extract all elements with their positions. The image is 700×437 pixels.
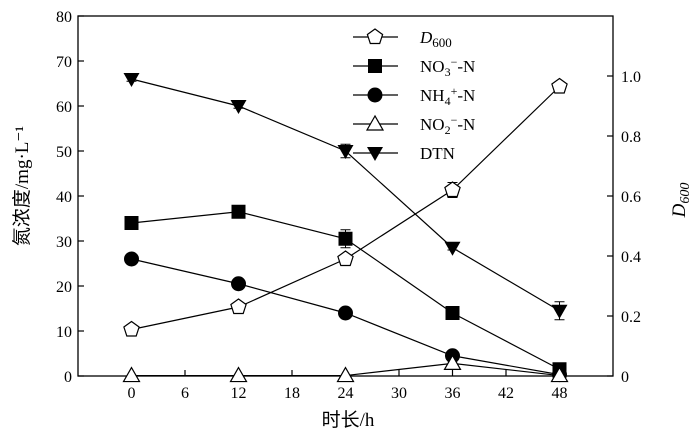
- data-point: [123, 320, 140, 337]
- y-right-tick-label: 0: [621, 369, 629, 386]
- series-4: [122, 354, 569, 383]
- y-left-tick-label: 0: [64, 369, 72, 386]
- plot-frame: [77, 15, 614, 377]
- x-tick-label: 30: [391, 385, 407, 402]
- data-point: [444, 241, 461, 256]
- data-point: [337, 145, 354, 159]
- series-1: [123, 77, 568, 337]
- data-point: [230, 298, 247, 315]
- x-tick-label: 0: [128, 385, 136, 402]
- x-tick-label: 24: [338, 385, 354, 402]
- series-5: [123, 73, 568, 321]
- y-right-axis-title-sub: 600: [678, 183, 693, 204]
- legend-marker: [367, 87, 383, 103]
- data-point: [551, 77, 568, 94]
- legend-marker: [366, 28, 384, 45]
- x-tick-label: 12: [231, 385, 247, 402]
- x-tick-label: 42: [498, 385, 514, 402]
- data-point: [338, 305, 353, 321]
- series-line: [131, 86, 560, 331]
- y-right-tick-label: 0.4: [621, 249, 641, 266]
- data-point: [231, 204, 246, 219]
- legend-marker: [367, 147, 383, 161]
- legend-label: D600: [419, 28, 452, 50]
- y-right-tick-label: 0.2: [621, 309, 641, 326]
- x-axis-title: 时长/h: [322, 409, 375, 431]
- x-tick-label: 36: [445, 385, 461, 402]
- series-2: [124, 204, 567, 377]
- y-right-tick-label: 0.6: [621, 189, 641, 206]
- legend-item: D600: [353, 28, 452, 50]
- axes: 0 6 12 18 24 30 36 42 48 0 10 20 30 40 50 60 70 80 0 0.2 0.4…: [56, 9, 641, 402]
- legend-marker: [368, 59, 382, 73]
- x-tick-label: 18: [284, 385, 300, 402]
- legend-item: NH4+-N: [353, 84, 475, 108]
- x-tick-label: 6: [181, 385, 189, 402]
- data-point: [444, 181, 461, 198]
- y-right-axis-title-d: D: [669, 203, 690, 218]
- y-left-tick-label: 20: [56, 279, 72, 296]
- y-left-axis-title: 氮浓度/mg·L⁻¹: [11, 126, 33, 247]
- y-left-tick-label: 50: [56, 144, 72, 161]
- data-point: [337, 250, 354, 267]
- legend-label: NO2−-N: [420, 113, 475, 137]
- y-right-axis-title: D600: [669, 183, 693, 219]
- legend-item: NO2−-N: [353, 113, 475, 137]
- y-left-tick-label: 30: [56, 234, 72, 251]
- data-point: [123, 73, 140, 87]
- data-point: [443, 354, 462, 370]
- data-point: [124, 251, 139, 267]
- y-left-tick-label: 60: [56, 99, 72, 116]
- legend-label: NO3−-N: [420, 55, 475, 79]
- data-point: [445, 306, 460, 320]
- y-left-tick-label: 80: [56, 9, 72, 26]
- data-point: [122, 366, 141, 383]
- legend-marker: [365, 114, 385, 131]
- data-point: [336, 366, 355, 383]
- data-point: [231, 276, 246, 292]
- legend-item: DTN: [353, 144, 455, 163]
- legend: D600 NO3−-N NH4+-N NO2−-N DTN: [353, 28, 475, 163]
- series-line: [131, 78, 560, 312]
- legend-label: DTN: [420, 144, 455, 163]
- y-right-tick-label: 0.8: [621, 129, 641, 146]
- y-left-tick-label: 70: [56, 54, 72, 71]
- series-lines: [122, 73, 569, 383]
- data-point: [550, 366, 569, 383]
- y-left-tick-label: 40: [56, 189, 72, 206]
- data-point: [338, 231, 353, 246]
- data-point: [124, 216, 139, 230]
- data-point: [551, 304, 568, 319]
- data-point: [229, 366, 248, 383]
- legend-item: NO3−-N: [353, 55, 475, 79]
- y-right-tick-label: 1.0: [621, 69, 641, 86]
- data-point: [230, 100, 247, 114]
- legend-label: NH4+-N: [420, 84, 475, 108]
- y-left-tick-label: 10: [56, 324, 72, 341]
- x-tick-label: 48: [552, 385, 568, 402]
